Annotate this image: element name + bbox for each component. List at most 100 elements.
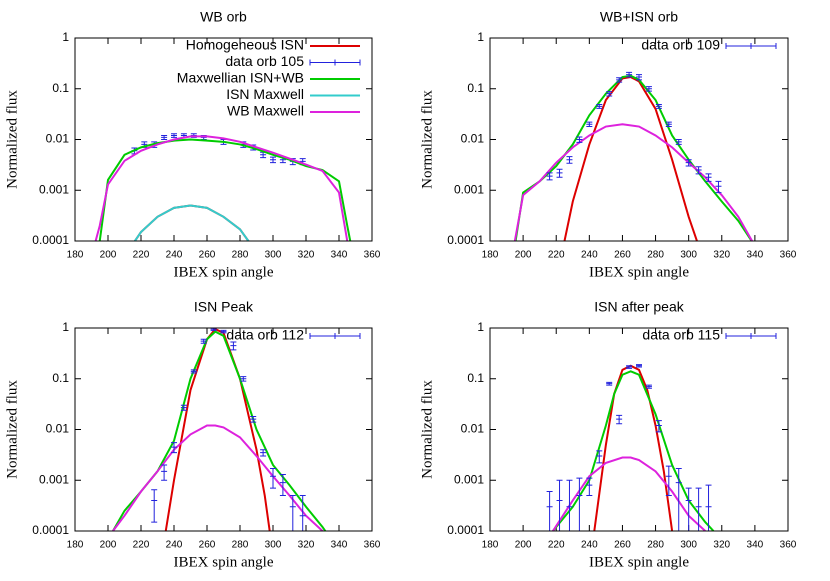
- error-bar: [299, 495, 306, 531]
- chart-title: WB orb: [200, 9, 247, 25]
- error-bar: [210, 328, 217, 331]
- plot-area: [546, 364, 715, 531]
- panel: WB orb IBEX spin angle Normalized flux 0.00…: [4, 9, 380, 281]
- x-tick-label: 360: [364, 540, 381, 551]
- plot-frame: [74, 327, 373, 532]
- error-bar: [655, 420, 662, 433]
- y-tick-label: 0.0001: [447, 523, 484, 537]
- error-bar: [190, 369, 197, 374]
- plot-frame: [489, 37, 789, 242]
- x-tick-label: 260: [614, 250, 631, 261]
- legend-swatch: [725, 333, 777, 339]
- error-bar: [171, 133, 177, 138]
- y-axis-label: Normalized flux: [4, 90, 20, 189]
- plot-frame: [74, 37, 373, 242]
- y-tick-label: 0.001: [39, 182, 69, 196]
- error-bar: [200, 338, 207, 344]
- series-line: [563, 76, 698, 241]
- x-tick-label: 220: [548, 250, 565, 261]
- series-line: [98, 138, 352, 241]
- y-tick-label: 0.001: [454, 472, 484, 486]
- x-tick-label: 200: [515, 540, 532, 551]
- legend-swatch: [725, 43, 777, 49]
- x-tick-label: 260: [614, 540, 631, 551]
- legend-label: WB Maxwell: [227, 103, 304, 119]
- x-tick-label: 360: [780, 540, 797, 551]
- error-bar: [685, 159, 692, 167]
- x-axis-label: IBEX spin angle: [589, 554, 689, 570]
- error-bar: [171, 442, 177, 454]
- chart-title: ISN Peak: [194, 299, 254, 315]
- error-bar: [715, 180, 722, 194]
- error-bar: [636, 364, 642, 368]
- error-bar: [546, 491, 553, 531]
- x-tick-label: 340: [331, 250, 348, 261]
- error-bar: [240, 376, 247, 382]
- error-bar: [180, 404, 187, 411]
- error-bar: [151, 489, 158, 523]
- error-bar: [665, 121, 672, 128]
- error-bar: [636, 74, 642, 81]
- error-bar: [626, 71, 633, 78]
- error-bar: [606, 91, 613, 97]
- y-tick-label: 0.01: [46, 422, 70, 436]
- plot-frame: [489, 327, 789, 532]
- error-bar: [586, 121, 593, 128]
- error-bar: [626, 365, 633, 369]
- y-tick-label: 0.01: [461, 132, 485, 146]
- error-bar: [675, 139, 682, 145]
- legend-label: data orb 105: [225, 53, 304, 69]
- panel: ISN after peak IBEX spin angle Normalized …: [419, 299, 796, 571]
- y-tick-label: 0.1: [467, 81, 484, 95]
- series-line: [94, 135, 349, 241]
- x-tick-label: 180: [67, 250, 84, 261]
- y-tick-label: 0.0001: [32, 523, 69, 537]
- error-bar: [566, 479, 573, 531]
- error-bar: [270, 468, 276, 489]
- series-line: [133, 204, 250, 241]
- x-tick-label: 200: [100, 250, 117, 261]
- legend-label: data orb 115: [642, 327, 720, 343]
- y-axis-label: Normalized flux: [419, 90, 435, 189]
- error-bar: [596, 103, 603, 109]
- error-bar: [180, 133, 187, 138]
- error-bar: [576, 477, 583, 531]
- y-tick-label: 1: [62, 30, 69, 44]
- x-tick-label: 340: [331, 540, 348, 551]
- series-line: [552, 456, 706, 531]
- error-bar: [576, 136, 583, 143]
- error-bar: [279, 473, 286, 497]
- error-bar: [675, 468, 682, 531]
- error-bar: [250, 416, 257, 423]
- y-tick-label: 0.001: [454, 182, 484, 196]
- x-tick-label: 220: [548, 540, 565, 551]
- error-bar: [616, 77, 623, 83]
- x-tick-label: 340: [747, 250, 764, 261]
- y-tick-label: 1: [62, 320, 69, 334]
- panel: WB+ISN orb IBEX spin angle Normalized flux…: [419, 9, 796, 281]
- error-bar: [705, 484, 712, 531]
- error-bar: [665, 465, 672, 497]
- error-bar: [220, 329, 227, 334]
- error-bar: [705, 173, 712, 182]
- error-bar: [556, 168, 563, 178]
- panel: ISN Peak IBEX spin angle Normalized flux 0.…: [4, 299, 380, 571]
- plot-area: [94, 133, 352, 241]
- x-tick-label: 260: [199, 540, 216, 551]
- y-tick-label: 0.01: [46, 132, 70, 146]
- x-tick-label: 220: [133, 250, 150, 261]
- error-bar: [556, 479, 563, 531]
- error-bar: [260, 449, 267, 457]
- x-tick-label: 200: [515, 250, 532, 261]
- x-tick-label: 340: [747, 540, 764, 551]
- y-tick-label: 1: [477, 30, 484, 44]
- plot-area: [112, 328, 327, 531]
- x-tick-label: 300: [680, 250, 697, 261]
- y-tick-label: 0.1: [52, 371, 69, 385]
- error-bar: [606, 381, 613, 386]
- series-line: [593, 364, 674, 531]
- x-tick-label: 240: [166, 250, 183, 261]
- legend-swatch: [309, 59, 361, 66]
- x-tick-label: 300: [265, 250, 282, 261]
